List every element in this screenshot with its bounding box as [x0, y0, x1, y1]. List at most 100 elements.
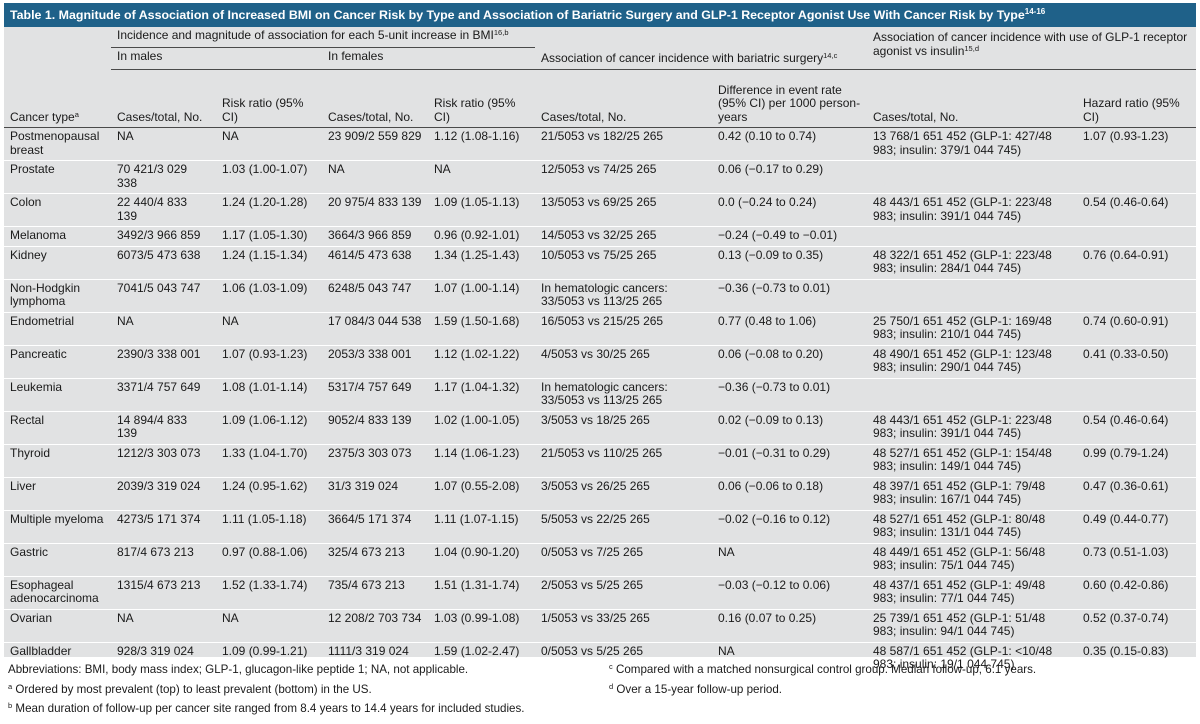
- table-row: Kidney 6073/5 473 638 1.24 (1.15-1.34) 4614…: [4, 245, 1196, 279]
- cell-male-cases: 4273/5 171 374: [111, 509, 216, 543]
- cell-glp1-hazard-ratio: 0.35 (0.15-0.83): [1077, 641, 1196, 675]
- header-glp1-refs: 15,d: [964, 43, 979, 53]
- table-container: Cancer typea Incidence and magnitude of …: [4, 27, 1196, 675]
- header-glp1-group: Association of cancer incidence with use…: [867, 27, 1196, 69]
- cell-cancer-type: Prostate: [4, 160, 111, 194]
- cell-glp1-hazard-ratio: 0.76 (0.64-0.91): [1077, 245, 1196, 279]
- header-bmi-refs: 16,b: [493, 28, 509, 37]
- cell-glp1-hazard-ratio: [1077, 278, 1196, 312]
- table-row: Gastric 817/4 673 213 0.97 (0.88-1.06) 325/…: [4, 542, 1196, 576]
- cell-bariatric-cases: 5/5053 vs 22/25 265: [535, 509, 712, 543]
- cell-male-cases: NA: [111, 311, 216, 345]
- cell-bariatric-cases: 0/5053 vs 7/25 265: [535, 542, 712, 576]
- table-row: Endometrial NA NA 17 084/3 044 538 1.59 (1.5…: [4, 311, 1196, 345]
- cell-glp1-hazard-ratio: [1077, 377, 1196, 411]
- cell-female-risk-ratio: 1.07 (0.55-2.08): [428, 476, 535, 510]
- cell-male-cases: 14 894/4 833 139: [111, 410, 216, 444]
- table-row: Thyroid 1212/3 303 073 1.33 (1.04-1.70) 237…: [4, 443, 1196, 477]
- cell-female-risk-ratio: 1.14 (1.06-1.23): [428, 443, 535, 477]
- cell-bariatric-cases: 3/5053 vs 26/25 265: [535, 476, 712, 510]
- cell-male-risk-ratio: 1.08 (1.01-1.14): [216, 377, 322, 411]
- header-bariatric-group: Association of cancer incidence with bar…: [535, 47, 867, 69]
- cell-cancer-type: Leukemia: [4, 377, 111, 411]
- cell-male-risk-ratio: 1.09 (0.99-1.21): [216, 641, 322, 675]
- cell-glp1-cases: 48 449/1 651 452 (GLP-1: 56/48 983; insu…: [867, 542, 1077, 576]
- cell-bariatric-difference: −0.36 (−0.73 to 0.01): [712, 377, 867, 411]
- footnote-a-text: Ordered by most prevalent (top) to least…: [15, 682, 372, 696]
- header-m-cases: Cases/total, No.: [117, 109, 203, 124]
- footnote-b-text: Mean duration of follow-up per cancer si…: [15, 702, 525, 715]
- cell-bariatric-difference: 0.02 (−0.09 to 0.13): [712, 410, 867, 444]
- cell-glp1-hazard-ratio: 0.60 (0.42-0.86): [1077, 575, 1196, 609]
- cell-female-risk-ratio: 1.59 (1.50-1.68): [428, 311, 535, 345]
- footnote-abbreviations: Abbreviations: BMI, body mass index; GLP…: [8, 663, 469, 676]
- cell-glp1-cases: 48 437/1 651 452 (GLP-1: 49/48 983; insu…: [867, 575, 1077, 609]
- table-title-text: Table 1. Magnitude of Association of Inc…: [10, 8, 1025, 22]
- cell-glp1-hazard-ratio: 0.41 (0.33-0.50): [1077, 344, 1196, 378]
- footnote-d-text: Over a 15-year follow-up period.: [616, 682, 783, 696]
- cell-glp1-cases: [867, 160, 1077, 194]
- cell-cancer-type: Postmenopausal breast: [4, 127, 111, 161]
- cell-male-risk-ratio: 1.11 (1.05-1.18): [216, 509, 322, 543]
- cell-female-cases: 6248/5 043 747: [322, 278, 428, 312]
- cell-female-cases: 2375/3 303 073: [322, 443, 428, 477]
- cell-glp1-cases: 25 750/1 651 452 (GLP-1: 169/48 983; ins…: [867, 311, 1077, 345]
- cell-male-risk-ratio: 1.03 (1.00-1.07): [216, 160, 322, 194]
- cell-bariatric-cases: 21/5053 vs 182/25 265: [535, 127, 712, 161]
- footnote-d: d Over a 15-year follow-up period.: [609, 680, 1189, 700]
- cell-female-risk-ratio: 1.17 (1.04-1.32): [428, 377, 535, 411]
- cell-female-risk-ratio: 1.51 (1.31-1.74): [428, 575, 535, 609]
- cell-male-risk-ratio: NA: [216, 127, 322, 161]
- cell-bariatric-cases: 2/5053 vs 5/25 265: [535, 575, 712, 609]
- cell-male-cases: 70 421/3 029 338: [111, 160, 216, 194]
- cell-male-cases: 1212/3 303 073: [111, 443, 216, 477]
- cell-cancer-type: Colon: [4, 193, 111, 227]
- cell-male-cases: 22 440/4 833 139: [111, 193, 216, 227]
- cell-glp1-hazard-ratio: 0.52 (0.37-0.74): [1077, 608, 1196, 642]
- cell-glp1-hazard-ratio: [1077, 160, 1196, 194]
- cell-glp1-hazard-ratio: [1077, 226, 1196, 246]
- cell-female-cases: 2053/3 338 001: [322, 344, 428, 378]
- cell-bariatric-difference: 0.0 (−0.24 to 0.24): [712, 193, 867, 227]
- cell-cancer-type: Melanoma: [4, 226, 111, 246]
- footnotes-right: c Compared with a matched nonsurgical co…: [609, 660, 1189, 699]
- table-row: Prostate 70 421/3 029 338 1.03 (1.00-1.07)…: [4, 160, 1196, 194]
- cell-female-risk-ratio: 1.59 (1.02-2.47): [428, 641, 535, 675]
- header-cancer-type-cell: Cancer typea: [4, 27, 111, 127]
- table-row: Esophageal adenocarcinoma 1315/4 673 213 1…: [4, 575, 1196, 609]
- cell-female-risk-ratio: 0.96 (0.92-1.01): [428, 226, 535, 246]
- cell-cancer-type: Ovarian: [4, 608, 111, 642]
- cell-glp1-hazard-ratio: 0.54 (0.46-0.64): [1077, 410, 1196, 444]
- cell-male-risk-ratio: 1.24 (0.95-1.62): [216, 476, 322, 510]
- header-bariatric-spacer: [535, 27, 867, 47]
- header-g-hr: Hazard ratio (95% CI): [1077, 68, 1196, 127]
- header-g-cases: Cases/total, No.: [867, 68, 1077, 127]
- cell-female-risk-ratio: 1.02 (1.00-1.05): [428, 410, 535, 444]
- cell-cancer-type: Non-Hodgkin lymphoma: [4, 278, 111, 312]
- cell-female-cases: 20 975/4 833 139: [322, 193, 428, 227]
- cell-glp1-cases: 13 768/1 651 452 (GLP-1: 427/48 983; ins…: [867, 127, 1077, 161]
- cell-bariatric-difference: 0.06 (−0.17 to 0.29): [712, 160, 867, 194]
- cell-glp1-cases: 48 490/1 651 452 (GLP-1: 123/48 983; ins…: [867, 344, 1077, 378]
- cell-glp1-cases: 48 587/1 651 452 (GLP-1: <10/48 983; ins…: [867, 641, 1077, 675]
- cell-female-risk-ratio: 1.12 (1.02-1.22): [428, 344, 535, 378]
- cell-bariatric-cases: 21/5053 vs 110/25 265: [535, 443, 712, 477]
- cell-male-risk-ratio: 1.24 (1.15-1.34): [216, 245, 322, 279]
- cell-glp1-hazard-ratio: 0.74 (0.60-0.91): [1077, 311, 1196, 345]
- cell-cancer-type: Gastric: [4, 542, 111, 576]
- cell-female-risk-ratio: 1.04 (0.90-1.20): [428, 542, 535, 576]
- cell-glp1-cases: [867, 226, 1077, 246]
- cell-bariatric-difference: 0.06 (−0.06 to 0.18): [712, 476, 867, 510]
- cell-female-risk-ratio: 1.07 (1.00-1.14): [428, 278, 535, 312]
- cell-female-cases: 3664/5 171 374: [322, 509, 428, 543]
- cell-bariatric-difference: 0.13 (−0.09 to 0.35): [712, 245, 867, 279]
- cell-female-cases: 17 084/3 044 538: [322, 311, 428, 345]
- cell-glp1-hazard-ratio: 0.54 (0.46-0.64): [1077, 193, 1196, 227]
- cell-cancer-type: Kidney: [4, 245, 111, 279]
- cell-male-risk-ratio: 1.52 (1.33-1.74): [216, 575, 322, 609]
- table-row: Gallbladder 928/3 319 024 1.09 (0.99-1.21)…: [4, 641, 1196, 675]
- table-row: Leukemia 3371/4 757 649 1.08 (1.01-1.14) 53…: [4, 377, 1196, 411]
- header-females: In females: [322, 46, 535, 70]
- cell-male-cases: 1315/4 673 213: [111, 575, 216, 609]
